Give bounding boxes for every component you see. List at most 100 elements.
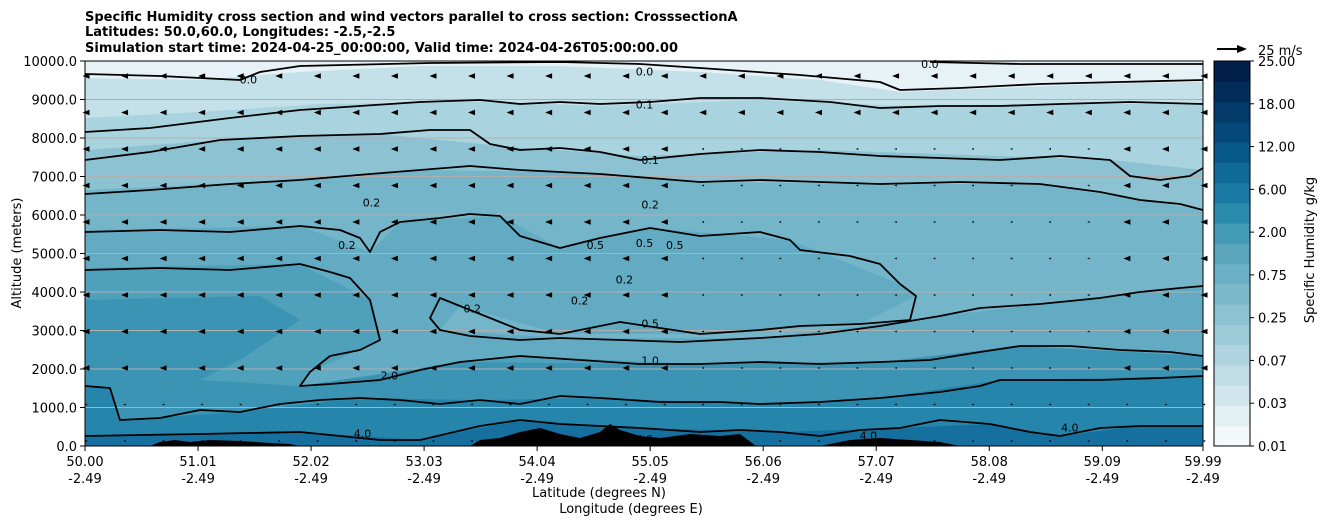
colorbar-swatch-11 (1214, 202, 1250, 224)
contour-label-8: 0.2 (463, 302, 481, 315)
wind-vector-68 (390, 146, 398, 152)
wind-vector-57 (1123, 109, 1131, 116)
wind-vector-310 (470, 440, 473, 442)
wind-vector-131 (506, 219, 514, 225)
wind-vector-113 (971, 184, 974, 187)
wind-vector-256 (701, 367, 705, 369)
colorbar-tick-label-7: 12.00 (1258, 141, 1295, 156)
colorbar-frame (1213, 60, 1251, 447)
wind-vector-259 (817, 367, 820, 369)
wind-vector-3 (198, 73, 206, 79)
wind-vector-44 (622, 109, 630, 116)
wind-vector-83 (971, 148, 974, 150)
wind-vector-279 (431, 403, 435, 406)
wind-vector-288 (778, 403, 782, 406)
x-axis: 50.00 -2.49 51.01 -2.49 52.02 -2.49 53.03 -2.49… (66, 446, 1222, 487)
wind-vector-271 (123, 403, 126, 406)
wind-vector-81 (894, 148, 897, 150)
wind-vector-269 (1200, 365, 1208, 371)
contour-4.0-line (84, 419, 1203, 441)
wind-vector-164 (622, 255, 630, 262)
contour-label-14: 0.5 (641, 318, 659, 331)
wind-vector-249 (429, 365, 437, 371)
wind-vector-208 (1161, 292, 1169, 298)
wind-vector-37 (352, 109, 360, 116)
wind-vector-255 (660, 365, 668, 371)
contour-label-1: 0.0 (636, 66, 654, 79)
quiver-key-arrowhead-icon (1237, 45, 1247, 53)
contour-label-11: 0.5 (587, 239, 605, 252)
wind-vector-305 (277, 440, 280, 442)
wind-vector-158 (390, 255, 398, 262)
chart-title: Specific Humidity cross section and wind… (85, 10, 738, 56)
colorbar-tick-label-5: 2.00 (1258, 226, 1287, 241)
wind-vector-116 (1087, 184, 1090, 187)
colorbar-swatches (1214, 61, 1250, 447)
wind-vector-174 (1010, 257, 1013, 260)
wind-vector-172 (932, 257, 936, 260)
wind-vector-198 (778, 294, 782, 296)
wind-vector-228 (778, 330, 782, 333)
wind-vector-211 (121, 328, 129, 335)
wind-vector-134 (622, 219, 630, 225)
wind-vector-296 (1087, 403, 1090, 406)
wind-vector-212 (159, 328, 167, 335)
contour-label-12: 0.5 (636, 237, 654, 250)
x-tick-lon-6: -2.49 (746, 472, 780, 487)
wind-vector-295 (1048, 403, 1051, 406)
colorbar-swatch-6 (1214, 304, 1250, 325)
x-tick-lat-6: 56.06 (745, 455, 782, 470)
wind-vector-290 (855, 403, 859, 406)
wind-vector-97 (352, 182, 360, 189)
wind-vector-280 (470, 403, 473, 406)
wind-vector-210 (82, 328, 90, 335)
wind-vector-263 (971, 367, 974, 369)
contour-label-7: 0.2 (338, 239, 356, 252)
wind-vector-19 (814, 73, 822, 79)
wind-vector-9 (429, 73, 437, 79)
wind-vector-282 (547, 403, 550, 406)
contour-label-13: 0.5 (666, 239, 684, 252)
wind-vector-318 (778, 440, 782, 442)
wind-vector-203 (971, 294, 974, 296)
wind-vector-154 (236, 255, 244, 262)
wind-vector-77 (740, 148, 743, 150)
y-tick-label-1: 1000.0 (32, 402, 78, 417)
wind-vector-155 (275, 255, 283, 262)
contour-label-16: 2.0 (381, 370, 399, 383)
wind-vector-6 (313, 73, 321, 79)
wind-vector-103 (583, 182, 591, 189)
wind-vector-84 (1010, 148, 1013, 150)
x-tick-lat-3: 53.03 (405, 455, 442, 470)
colorbar-swatch-18 (1214, 61, 1250, 82)
contour-label-2: 0.0 (921, 58, 939, 71)
y-tick-label-8: 8000.0 (32, 132, 78, 147)
wind-vector-234 (1010, 330, 1013, 333)
wind-vector-297 (1125, 403, 1129, 406)
wind-vector-272 (161, 403, 165, 406)
wind-vector-268 (1161, 365, 1169, 371)
wind-vector-197 (740, 294, 743, 296)
wind-vector-215 (275, 328, 283, 335)
wind-vector-133 (583, 219, 591, 225)
wind-vector-93 (198, 182, 206, 189)
title-line-3: Simulation start time: 2024-04-25_00:00:… (85, 41, 678, 56)
wind-vector-247 (352, 365, 360, 371)
x-tick-lon-1: -2.49 (181, 472, 215, 487)
wind-vector-317 (740, 440, 743, 442)
wind-vector-33 (198, 109, 206, 116)
wind-vector-204 (1010, 294, 1013, 296)
wind-vector-227 (740, 330, 743, 333)
wind-vector-137 (740, 221, 743, 223)
x-tick-lat-9: 59.09 (1084, 455, 1121, 470)
wind-vector-138 (778, 221, 782, 223)
wind-vector-125 (275, 219, 283, 225)
wind-vector-292 (932, 403, 936, 406)
wind-vector-34 (236, 109, 244, 116)
humidity-filled-contours (85, 61, 1203, 446)
wind-vector-185 (275, 292, 283, 298)
contour-1.0-line (84, 263, 1204, 387)
wind-vector-13 (583, 73, 591, 79)
wind-vector-71 (506, 146, 514, 152)
wind-vector-241 (121, 365, 129, 371)
